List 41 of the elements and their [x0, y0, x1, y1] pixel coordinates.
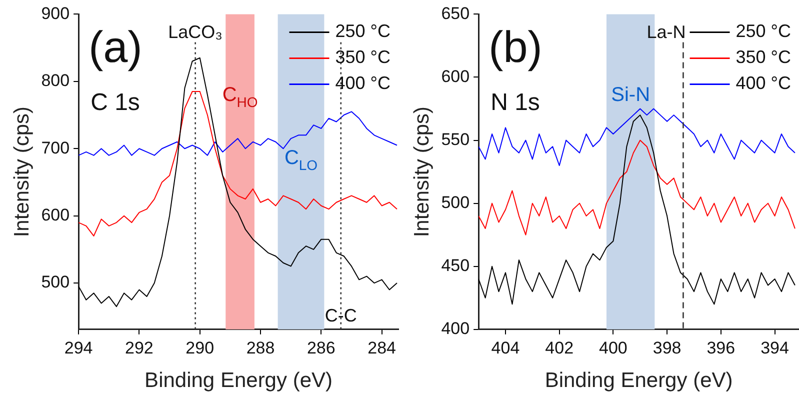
- x-axis-title: Binding Energy (eV): [144, 369, 332, 392]
- ref-line-label: C-C: [324, 305, 357, 326]
- legend-label: 400 °C: [335, 73, 390, 94]
- ref-line-label: La-N: [646, 22, 686, 42]
- x-tick-label: 404: [491, 338, 520, 358]
- y-tick-label: 550: [441, 130, 470, 149]
- x-tick-label: 294: [64, 338, 93, 358]
- legend-label: 250 °C: [335, 21, 390, 42]
- x-tick-label: 398: [652, 338, 682, 358]
- x-tick-label: 288: [246, 338, 275, 358]
- band-label: Si-N: [611, 84, 650, 106]
- y-tick-label: 600: [41, 206, 70, 225]
- y-axis-title: Intensity (cps): [10, 106, 34, 238]
- x-tick-label: 290: [186, 338, 214, 358]
- legend-label: 350 °C: [335, 47, 390, 68]
- legend-label: 400 °C: [736, 73, 792, 94]
- y-tick-label: 600: [441, 66, 470, 86]
- annotation: (b): [488, 23, 542, 72]
- y-tick-label: 500: [41, 272, 70, 292]
- x-tick-label: 400: [599, 338, 628, 358]
- legend-label: 250 °C: [736, 21, 792, 42]
- annotation: C 1s: [90, 89, 140, 116]
- y-tick-label: 400: [441, 319, 470, 338]
- ref-line-label: LaCO₃: [168, 22, 222, 42]
- y-tick-label: 900: [41, 4, 70, 23]
- x-tick-label: 292: [125, 338, 154, 358]
- y-tick-label: 500: [441, 193, 470, 212]
- y-tick-label: 450: [441, 256, 470, 276]
- y-tick-label: 650: [441, 4, 470, 23]
- x-tick-label: 286: [306, 338, 336, 358]
- x-tick-label: 396: [706, 338, 736, 358]
- x-tick-label: 284: [368, 338, 396, 358]
- y-tick-label: 800: [41, 71, 70, 90]
- x-axis-title: Binding Energy (eV): [544, 369, 733, 392]
- annotation: (a): [88, 23, 142, 72]
- x-tick-label: 394: [760, 338, 789, 358]
- x-tick-label: 402: [545, 338, 574, 358]
- legend-label: 350 °C: [736, 47, 792, 68]
- annotation: N 1s: [490, 89, 540, 116]
- y-tick-label: 700: [41, 138, 70, 158]
- y-axis-title: Intensity (cps): [410, 106, 434, 238]
